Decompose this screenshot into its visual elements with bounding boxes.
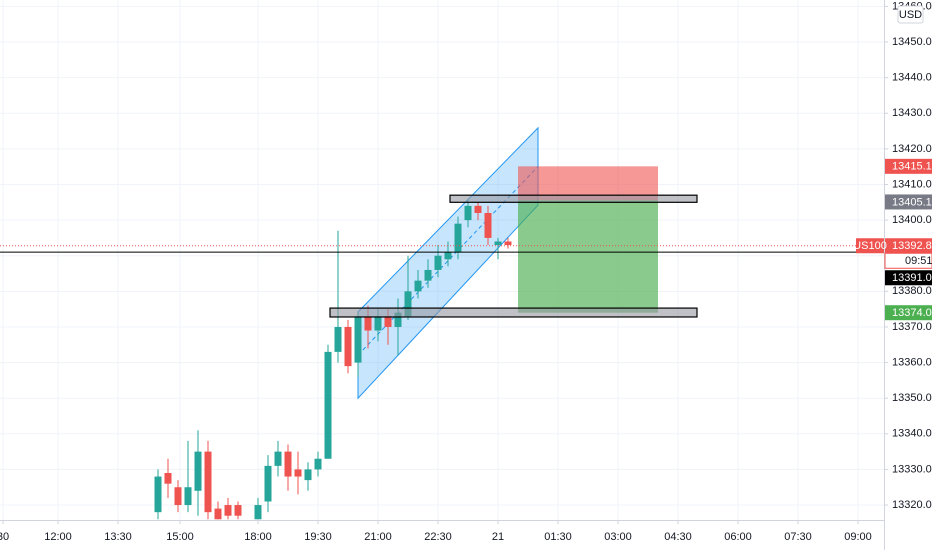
candle-body: [454, 223, 462, 253]
x-tick-label: 07:30: [784, 531, 812, 543]
x-tick-label: 21: [492, 531, 504, 543]
candle-body: [234, 505, 242, 516]
y-tick-label: 13330.0: [892, 463, 932, 475]
currency: USD: [899, 9, 922, 21]
price-label-box: [885, 194, 932, 210]
candle-body: [344, 326, 352, 367]
candle-body: [414, 280, 422, 292]
candle-body: [194, 451, 202, 491]
candle-body: [504, 241, 512, 246]
y-tick-label: 13340.0: [892, 428, 932, 440]
candle-body: [394, 312, 402, 327]
x-tick-label: 21:00: [364, 531, 392, 543]
stop-zone: [518, 166, 658, 201]
price-label: 13374.0: [892, 307, 932, 319]
candle-body: [404, 291, 412, 317]
candle-body: [274, 451, 282, 466]
symbol-box: [856, 238, 884, 254]
y-tick-label: 13450.0: [892, 36, 932, 48]
candle-body: [264, 465, 272, 502]
plot-area: [0, 126, 884, 520]
candle-body: [184, 487, 192, 506]
currency-box[interactable]: [897, 5, 924, 24]
x-tick-label: 06:00: [724, 531, 752, 543]
candle-body: [214, 508, 222, 520]
candle-body: [254, 505, 262, 520]
x-tick-label: 15:00: [166, 531, 194, 543]
x-tick-label: 12:00: [44, 531, 72, 543]
y-tick-label: 13370.0: [892, 321, 932, 333]
candle-body: [354, 316, 362, 363]
candle-body: [384, 316, 392, 327]
y-tick-label: 13320.0: [892, 499, 932, 511]
countdown-box: [884, 252, 932, 269]
candle-body: [474, 205, 482, 213]
x-tick-label: 19:30: [304, 531, 332, 543]
y-tick-label: 13350.0: [892, 392, 932, 404]
y-tick-label: 13410.0: [892, 178, 932, 190]
y-tick-label: 13400.0: [892, 214, 932, 226]
y-tick-label: 13430.0: [892, 107, 932, 119]
price-label: 13415.1: [892, 161, 932, 173]
candle-body: [294, 469, 302, 477]
candle-body: [284, 451, 292, 477]
grid: [0, 0, 884, 520]
candle-body: [304, 469, 312, 481]
candle-body: [434, 255, 442, 270]
candle-body: [484, 212, 492, 238]
price-label-box: [885, 238, 932, 254]
x-tick-label: 09:00: [844, 531, 872, 543]
candle-body: [324, 351, 332, 459]
price-label: 13405.1: [892, 196, 932, 208]
candle-body: [444, 252, 452, 260]
candle-body: [154, 476, 162, 513]
price-label-box: [885, 270, 932, 286]
x-tick-label: 03:00: [604, 531, 632, 543]
candle-body: [374, 316, 382, 331]
y-tick-label: 13440.0: [892, 72, 932, 84]
candle-body: [174, 487, 182, 506]
x-tick-label: 22:30: [424, 531, 452, 543]
candle-body: [164, 472, 172, 484]
x-tick-label: 01:30: [544, 531, 572, 543]
x-tick-label: 18:00: [244, 531, 272, 543]
level-zone: [449, 194, 698, 203]
y-tick-label: 13360.0: [892, 356, 932, 368]
candle-body: [224, 505, 232, 516]
candle-body: [464, 205, 472, 221]
x-tick-label: 04:30: [664, 531, 692, 543]
y-tick-label: 13380.0: [892, 285, 932, 297]
candle-body: [424, 269, 432, 281]
x-tick-label: 13:30: [104, 531, 132, 543]
countdown: 09:51: [905, 255, 932, 267]
level-zone: [329, 307, 698, 318]
candle-body: [314, 458, 322, 470]
symbol-label: US100: [853, 240, 887, 252]
price-label: 13392.8: [892, 240, 932, 252]
x-tick-label: 30: [0, 531, 9, 543]
candle-body: [334, 326, 342, 352]
target-zone: [518, 200, 658, 313]
price-label: 13391.0: [892, 272, 932, 284]
price-label-box: [885, 305, 932, 321]
candle-body: [494, 241, 502, 246]
candle-body: [204, 451, 212, 513]
price-label-box: [885, 158, 932, 174]
y-tick-label: 13420.0: [892, 143, 932, 155]
candle-body: [364, 316, 372, 331]
